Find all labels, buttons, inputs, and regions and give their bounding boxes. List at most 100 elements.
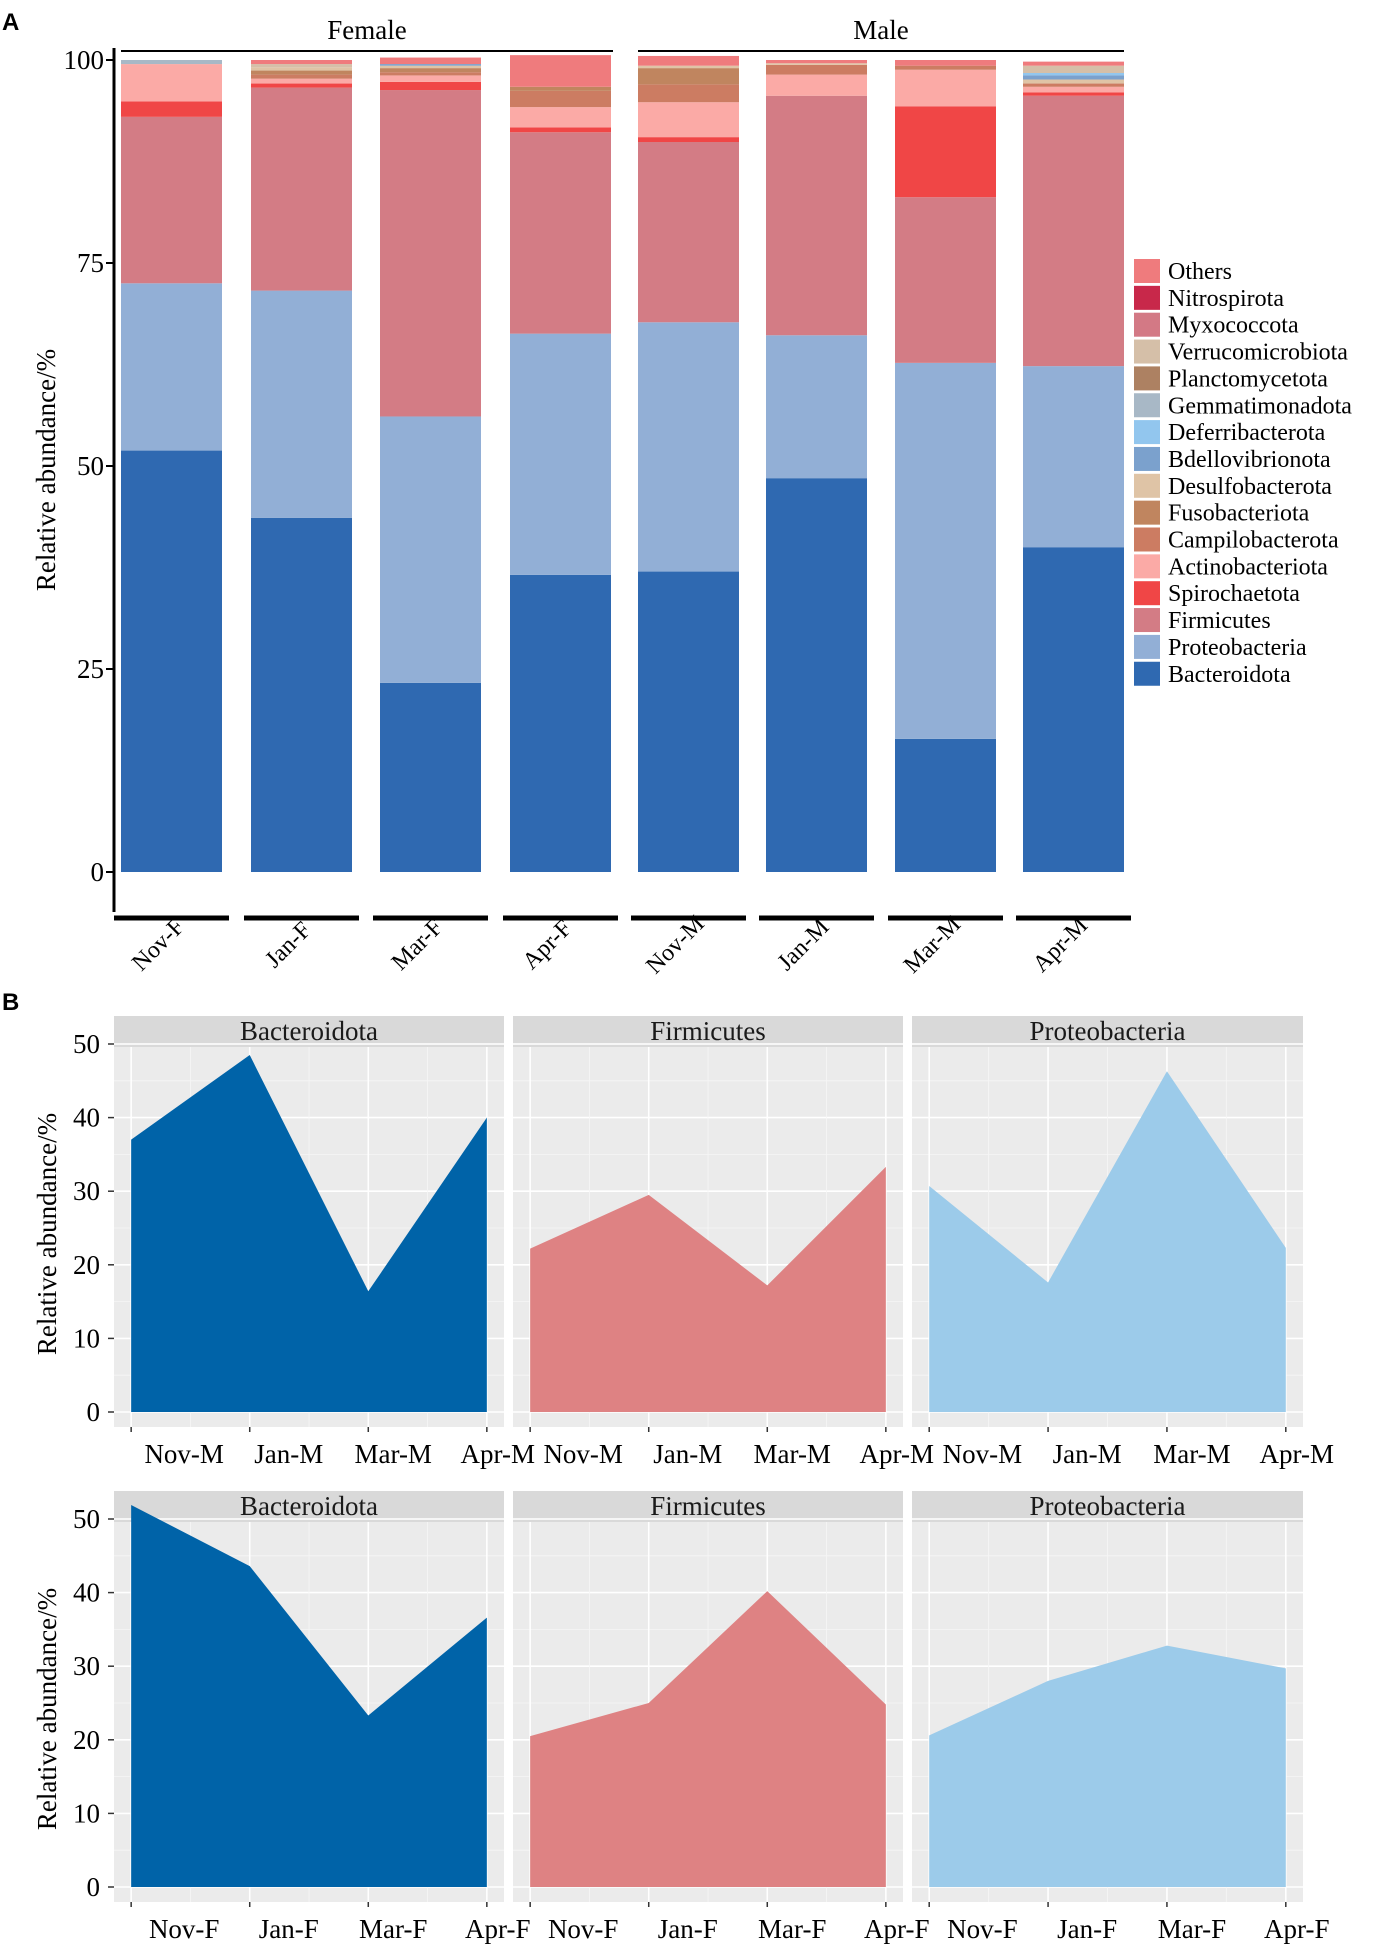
bar-segment-firmicutes (766, 95, 867, 336)
bar-segment-proteobacteria (1023, 366, 1124, 548)
bar-segment-firmicutes (510, 132, 611, 334)
bar-segment-spirochaetota (380, 81, 481, 91)
bar-segment-others (638, 55, 739, 66)
bar-segment-others (895, 60, 996, 66)
facet-title: Firmicutes (650, 1016, 766, 1046)
y-tick-label: 30 (73, 1651, 100, 1681)
legend-label: Actinobacteriota (1168, 554, 1328, 580)
legend-swatch-verrucomicrobiota (1134, 339, 1160, 364)
y-tick-label: 20 (73, 1250, 100, 1280)
bar-segment-actinobacteriota (510, 107, 611, 128)
bar-segment-bdellovibrionota (1023, 75, 1124, 80)
bar-segment-bacteroidota (251, 517, 352, 872)
bar-segment-actinobacteriota (380, 75, 481, 82)
bar-segment-campilobacterota (1023, 83, 1124, 87)
bar-segment-campilobacterota (510, 90, 611, 108)
y-tick-label: 75 (77, 248, 104, 278)
x-tick-label: Mar-F (359, 1914, 427, 1944)
bar-segment-campilobacterota (251, 74, 352, 79)
x-tick-label: Jan-M (773, 914, 835, 976)
legend-swatch-firmicutes (1134, 608, 1160, 633)
x-tick-label: Nov-F (127, 914, 190, 977)
group-label: Female (327, 15, 406, 45)
bar-segment-fusobacteriota (510, 86, 611, 91)
bar-segment-others (510, 55, 611, 87)
x-tick-label: Apr-F (518, 915, 578, 975)
y-tick-label: 25 (77, 654, 104, 684)
bar-segment-actinobacteriota (895, 69, 996, 107)
x-tick-label: Jan-M (1053, 1439, 1122, 1469)
bar-segment-others (766, 60, 867, 64)
bar-segment-proteobacteria (121, 283, 222, 451)
y-tick-label: 0 (87, 1872, 101, 1902)
bar-segment-proteobacteria (638, 322, 739, 572)
bar-segment-spirochaetota (638, 137, 739, 143)
facet-strip (114, 1491, 504, 1522)
y-tick-label: 100 (64, 45, 105, 75)
area-bacteroidota (131, 1055, 487, 1412)
x-tick-label: Jan-M (254, 1439, 323, 1469)
x-tick-label: Apr-F (864, 1914, 929, 1944)
x-tick-label: Mar-M (355, 1439, 432, 1469)
bar-segment-bacteroidota (766, 478, 867, 872)
area-chart-row-male: 0 10 20 30 40 50 Relative abundance/% Bacteroid… (32, 1016, 1334, 1469)
x-tick-label: Nov-M (144, 1439, 224, 1469)
x-tick-label: Mar-F (1158, 1914, 1226, 1944)
legend-label: Nitrospirota (1168, 286, 1284, 312)
area-proteobacteria (929, 1071, 1286, 1412)
legend-label: Bdellovibrionota (1168, 447, 1331, 473)
x-tick-label: Jan-M (653, 1439, 722, 1469)
x-tick-label: Nov-F (947, 1914, 1018, 1944)
x-tick-label: Mar-M (899, 912, 966, 979)
x-tick-label: Nov-M (543, 1439, 623, 1469)
bar-segment-bacteroidota (1023, 547, 1124, 872)
y-tick-label: 30 (73, 1176, 100, 1206)
legend-label: Deferribacterota (1168, 420, 1326, 446)
y-tick-label: 50 (73, 1504, 100, 1534)
bar-segment-gemmatimonadota (121, 60, 222, 65)
legend-label: Gemmatimonadota (1168, 393, 1352, 419)
x-tick-label: Apr-M (1260, 1439, 1334, 1469)
y-axis-title: Relative abundance/% (32, 1588, 62, 1830)
legend-swatch-others (1134, 259, 1160, 283)
legend-label: Verrucomicrobiota (1168, 340, 1348, 366)
facet-title: Bacteroidota (240, 1016, 378, 1046)
x-tick-label: Jan-F (260, 917, 316, 973)
bar-segment-actinobacteriota (251, 78, 352, 84)
x-tick-label: Jan-F (1057, 1914, 1117, 1944)
facet-strip (513, 1491, 903, 1522)
y-tick-label: 50 (77, 451, 104, 481)
legend-swatch-desulfobacterota (1134, 473, 1160, 498)
area-firmicutes (530, 1166, 886, 1412)
bar-segment-actinobacteriota (638, 102, 739, 138)
facet-title: Proteobacteria (1030, 1016, 1186, 1046)
bar-segment-spirochaetota (1023, 92, 1124, 96)
bar-segment-spirochaetota (895, 106, 996, 198)
bar-segment-spirochaetota (251, 83, 352, 88)
bar-segment-others (1023, 61, 1124, 66)
bar-segment-spirochaetota (510, 127, 611, 133)
bar-segment-proteobacteria (251, 290, 352, 518)
bar-segment-others (380, 57, 481, 65)
y-tick-label: 50 (73, 1029, 100, 1059)
y-tick-label: 40 (73, 1578, 100, 1608)
bar-segment-proteobacteria (380, 416, 481, 683)
bar-segment-campilobacterota (895, 65, 996, 70)
y-tick-label: 10 (73, 1798, 100, 1828)
legend-swatch-myxococcota (1134, 312, 1160, 337)
bar-segment-proteobacteria (766, 335, 867, 479)
bar-segment-campilobacterota (380, 72, 481, 76)
area-proteobacteria (929, 1645, 1286, 1887)
x-tick-label: Mar-F (387, 914, 448, 975)
bar-segment-campilobacterota (766, 64, 867, 75)
legend-label: Firmicutes (1168, 608, 1271, 634)
bar-segment-others (251, 60, 352, 65)
legend-swatch-nitrospirota (1134, 285, 1160, 310)
area-firmicutes (530, 1591, 886, 1887)
bar-segment-bacteroidota (510, 574, 611, 872)
panel-label-b: B (2, 989, 19, 1016)
x-tick-label: Apr-M (461, 1439, 535, 1469)
facet-title: Firmicutes (650, 1491, 766, 1521)
legend-swatch-fusobacteriota (1134, 500, 1160, 525)
bar-segment-bdellovibrionota (380, 64, 481, 66)
